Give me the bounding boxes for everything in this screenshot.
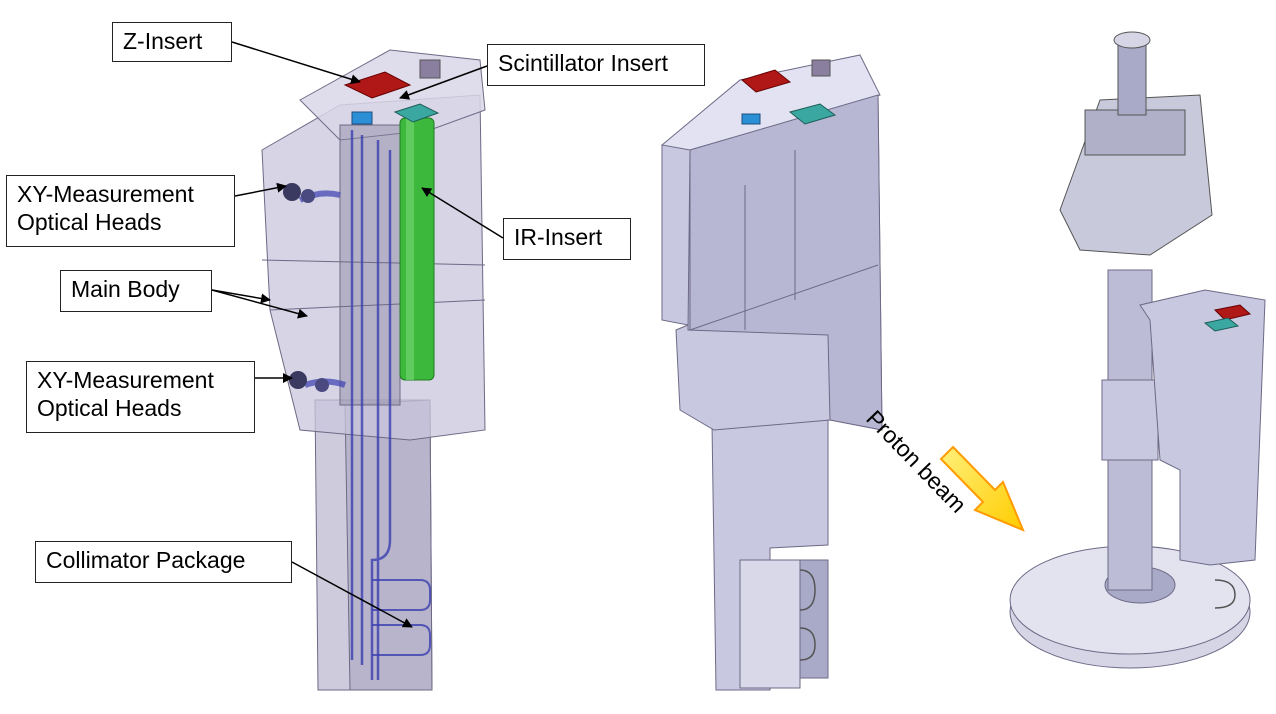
collimator-package-label: Collimator Package [35, 541, 292, 583]
ir-insert-part [399, 117, 435, 381]
solid-top-face [660, 54, 881, 151]
assembly-view [1009, 31, 1266, 669]
transparent-target-model [261, 49, 486, 691]
xy-optical-heads-upper-label: XY-Measurement Optical Heads [6, 175, 235, 247]
main-body-label: Main Body [60, 270, 212, 312]
scintillator-insert-label: Scintillator Insert [487, 44, 705, 86]
z-insert-label: Z-Insert [112, 22, 232, 62]
cooling-channel [350, 130, 392, 680]
xy-optical-heads-lower-label: XY-Measurement Optical Heads [26, 361, 255, 433]
optical-head-upper [283, 183, 301, 201]
scintillator-insert-part [393, 103, 440, 123]
ir-insert-label: IR-Insert [503, 218, 631, 260]
solid-right-face [687, 94, 883, 431]
z-insert-part [343, 71, 412, 99]
callout-leaders [211, 41, 504, 628]
solid-target-model [660, 54, 883, 691]
optical-head-lower [289, 371, 307, 389]
beam-arrow-icon [939, 445, 1025, 532]
assembly-target-body [1139, 289, 1266, 566]
collimator-coil [372, 579, 431, 656]
